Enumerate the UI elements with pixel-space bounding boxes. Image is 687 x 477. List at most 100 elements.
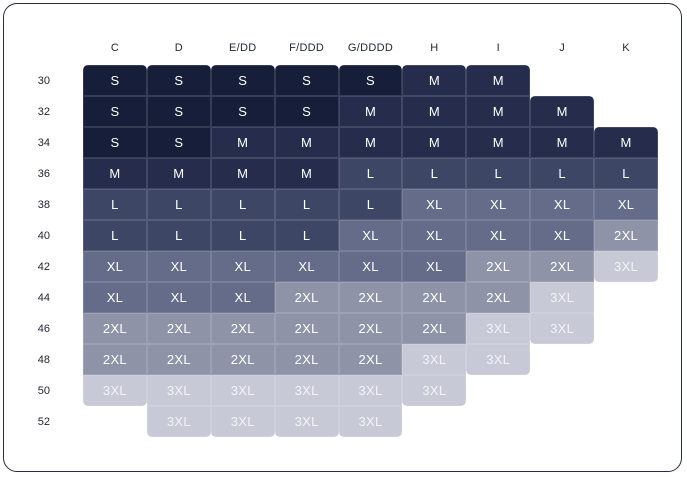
size-cell: 2XL: [146, 313, 211, 344]
size-cell: 3XL: [274, 406, 339, 437]
size-cell: S: [83, 127, 147, 158]
size-cell: 2XL: [83, 313, 147, 344]
col-header-k: K: [622, 42, 630, 54]
size-cell: 3XL: [402, 375, 467, 406]
size-cell: 3XL: [466, 344, 531, 375]
col-header-h: H: [430, 42, 439, 54]
size-cell: S: [146, 96, 211, 127]
column-strip-k: M L XL 2XL 3XL: [594, 127, 659, 282]
size-cell: XL: [402, 251, 467, 282]
size-cell: M: [530, 96, 595, 127]
row-header-44: 44: [37, 291, 50, 304]
size-cell: XL: [530, 220, 595, 251]
row-header-30: 30: [37, 74, 50, 87]
size-cell: 2XL: [466, 251, 531, 282]
size-cell: M: [402, 65, 467, 96]
size-cell: 2XL: [274, 282, 339, 313]
column-strip-h: M M M L XL XL XL 2XL 2XL 3XL 3XL: [402, 65, 467, 406]
size-cell: 3XL: [530, 313, 595, 344]
size-cell: XL: [210, 251, 275, 282]
size-cell: M: [530, 127, 595, 158]
size-cell: 2XL: [402, 313, 467, 344]
size-cell: XL: [274, 251, 339, 282]
size-cell: S: [338, 65, 403, 96]
row-header-38: 38: [37, 198, 50, 211]
size-cell: L: [530, 158, 595, 189]
size-cell: 3XL: [594, 251, 659, 282]
size-cell: 3XL: [210, 406, 275, 437]
size-cell: 3XL: [402, 344, 467, 375]
size-cell: XL: [146, 282, 211, 313]
size-cell: L: [338, 158, 403, 189]
row-header-32: 32: [37, 105, 50, 118]
column-strip-c: S S S M L L XL XL 2XL 2XL 3XL: [83, 65, 147, 406]
column-strip-i: M M M L XL XL 2XL 2XL 3XL 3XL: [466, 65, 531, 375]
size-cell: S: [274, 96, 339, 127]
size-cell: S: [210, 65, 275, 96]
size-cell: M: [338, 96, 403, 127]
size-cell: M: [274, 158, 339, 189]
size-cell: M: [338, 127, 403, 158]
size-cell: 2XL: [274, 313, 339, 344]
size-cell: L: [210, 220, 275, 251]
size-cell: S: [210, 96, 275, 127]
row-header-52: 52: [37, 415, 50, 428]
size-cell: 2XL: [210, 313, 275, 344]
size-cell: M: [594, 127, 659, 158]
size-cell: 2XL: [530, 251, 595, 282]
size-cell: 3XL: [274, 375, 339, 406]
size-cell: 2XL: [338, 313, 403, 344]
col-header-j: J: [559, 42, 566, 54]
col-header-e-dd: E/DD: [228, 42, 257, 54]
column-strip-g-dddd: S M M L L XL XL 2XL 2XL 2XL 3XL 3XL: [338, 65, 403, 437]
size-cell: XL: [83, 251, 147, 282]
size-cell: M: [402, 96, 467, 127]
row-header-50: 50: [37, 384, 50, 397]
size-cell: 2XL: [338, 344, 403, 375]
row-header-40: 40: [37, 229, 50, 242]
size-cell: 3XL: [210, 375, 275, 406]
size-cell: M: [402, 127, 467, 158]
col-header-c: C: [110, 42, 120, 54]
size-cell: XL: [530, 189, 595, 220]
size-cell: 2XL: [594, 220, 659, 251]
size-cell: M: [210, 158, 275, 189]
column-strip-j: M M L XL XL 2XL 3XL 3XL: [530, 96, 595, 344]
size-cell: XL: [83, 282, 147, 313]
size-cell: 2XL: [338, 282, 403, 313]
cup-size-header-row: C D E/DD F/DDD G/DDDD H I J K: [83, 38, 658, 58]
size-cell: M: [466, 96, 531, 127]
row-header-34: 34: [37, 136, 50, 149]
size-cell: L: [338, 189, 403, 220]
size-cell: M: [210, 127, 275, 158]
size-cell: XL: [402, 220, 467, 251]
size-cell: S: [274, 65, 339, 96]
size-cell: L: [274, 220, 339, 251]
size-chart-card: C D E/DD F/DDD G/DDDD H I J K 30 32 34 36 38 40 42 44 46…: [3, 3, 682, 472]
size-cell: XL: [210, 282, 275, 313]
band-size-header-column: 30 32 34 36 38 40 42 44 46 48 50 52: [4, 65, 50, 437]
size-cell: 2XL: [402, 282, 467, 313]
col-header-f-ddd: F/DDD: [289, 42, 325, 54]
row-header-48: 48: [37, 353, 50, 366]
size-cell: XL: [466, 189, 531, 220]
size-cell: 3XL: [83, 375, 147, 406]
size-cell: 3XL: [338, 375, 403, 406]
size-cell: 2XL: [274, 344, 339, 375]
size-cell: L: [466, 158, 531, 189]
size-cell: XL: [594, 189, 659, 220]
size-cell: M: [466, 65, 531, 96]
size-cell: 2XL: [146, 344, 211, 375]
size-cell: L: [83, 189, 147, 220]
size-cell: S: [83, 65, 147, 96]
size-cell: L: [210, 189, 275, 220]
size-cell: S: [146, 65, 211, 96]
size-cell: S: [146, 127, 211, 158]
size-cell: XL: [402, 189, 467, 220]
size-cell: 3XL: [466, 313, 531, 344]
size-cell: 3XL: [530, 282, 595, 313]
size-cell: M: [466, 127, 531, 158]
size-cell: L: [83, 220, 147, 251]
column-strip-e-dd: S S M M L L XL XL 2XL 2XL 3XL 3XL: [210, 65, 275, 437]
col-header-d: D: [174, 42, 183, 54]
